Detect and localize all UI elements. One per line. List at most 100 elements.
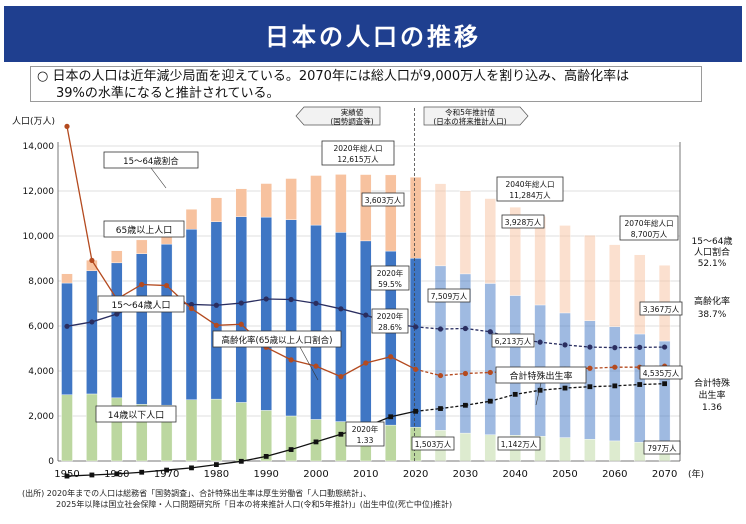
point-tfr-2055 (587, 365, 593, 371)
bar-work-1955 (86, 270, 98, 395)
x-tick-2040: 2040 (502, 469, 527, 480)
point-tfr-1950 (64, 123, 70, 129)
point-tfr-2035 (487, 369, 493, 376)
point-tfr-1980 (213, 322, 219, 328)
right-aging-line1: 高齢化率 (694, 295, 730, 307)
bar-young-2050 (559, 437, 571, 462)
x-axis-unit: (年) (688, 468, 704, 480)
bar-work-1970 (160, 243, 173, 406)
x-tick-2030: 2030 (453, 469, 478, 480)
point-aging-2070 (662, 381, 667, 387)
summary-line-2: 39%の水準になると推計されている。 (37, 85, 695, 102)
point-pct15-2020 (413, 324, 419, 330)
bar-young-1985 (235, 402, 248, 462)
point-aging-1995 (288, 447, 294, 452)
point-pct15-2030 (462, 325, 468, 332)
point-aging-2065 (637, 382, 643, 387)
legend-work: 15～64歳人口 (112, 299, 171, 311)
point-aging-2000 (313, 439, 319, 445)
point-pct15-2000 (313, 300, 319, 306)
point-aging-2015 (388, 414, 394, 420)
point-aging-2040 (512, 391, 518, 397)
bar-young-1990 (260, 410, 272, 462)
bar-old-2000 (310, 175, 322, 226)
bar-work-2065 (634, 333, 646, 443)
y-tick-10,000: 10,000 (23, 232, 55, 242)
legend-pct15: 15～64歳割合 (123, 156, 179, 167)
bar-work-1965 (135, 253, 148, 405)
point-pct15-1985 (238, 300, 244, 306)
bar-young-1995 (285, 415, 297, 462)
young2020-label: 1,503万人 (415, 440, 452, 449)
point-aging-2055 (587, 384, 593, 390)
y-tick-14,000: 14,000 (23, 142, 55, 152)
point-pct15-1955 (89, 319, 95, 325)
bar-old-2065 (634, 254, 646, 335)
pct15-2020-box (370, 265, 410, 291)
point-aging-2060 (612, 383, 618, 389)
bar-work-1980 (210, 221, 223, 400)
point-tfr-1985 (238, 321, 244, 327)
bar-work-2005 (335, 232, 347, 422)
bar-old-1985 (235, 188, 248, 217)
bar-old-2005 (335, 174, 347, 233)
point-aging-2050 (562, 385, 568, 391)
point-tfr-1970 (164, 282, 170, 289)
right-pct15-line1: 15～64歳 (692, 235, 733, 247)
total2040-line2: 11,284万人 (509, 191, 551, 200)
bar-young-1955 (86, 393, 98, 462)
title-banner: 日本の人口の推移 (4, 6, 742, 62)
point-pct15-1950 (64, 323, 70, 329)
footnote-line-2: 2025年以降は国立社会保障・人口問題研究所「日本の将来推計人口(令和5年推計)… (56, 500, 453, 509)
bar-work-2040 (509, 295, 521, 436)
bar-young-1975 (185, 399, 198, 462)
bar-old-2050 (559, 225, 571, 314)
bar-work-2020 (409, 258, 422, 428)
bar-work-1950 (61, 282, 73, 395)
right-pct15-line2: 人口割合 (694, 246, 730, 258)
legend-pct15-leader (150, 167, 167, 189)
bar-young-2035 (484, 434, 496, 462)
tfr2020-line2: 1.33 (357, 436, 374, 445)
point-pct15-2055 (587, 344, 593, 350)
point-aging-2045 (537, 387, 543, 393)
total2070-line1: 2070年総人口 (624, 218, 673, 228)
point-pct15-1990 (263, 296, 269, 302)
point-pct15-2035 (487, 329, 493, 335)
summary-text-2: 39%の水準になると推計されている。 (56, 86, 280, 101)
point-aging-1950 (64, 473, 70, 479)
point-pct15-1975 (188, 301, 195, 308)
region-projection-arrow (423, 106, 529, 126)
bar-old-2025 (434, 183, 447, 267)
y-tick-6,000: 6,000 (28, 322, 54, 332)
bar-old-2030 (459, 190, 472, 275)
x-tick-2000: 2000 (303, 469, 328, 480)
total2020-line1: 2020年総人口 (333, 143, 382, 153)
legend-box-work (97, 295, 185, 313)
aging2020-line1: 2020年 (377, 311, 404, 321)
right-tfr-line3: 1.36 (702, 403, 722, 413)
aging2020-line2: 28.6% (378, 323, 402, 332)
point-tfr-2060 (612, 364, 618, 370)
bar-old-2020 (409, 176, 422, 259)
legend-box-aging (212, 330, 342, 348)
y-tick-0: 0 (48, 457, 54, 467)
work2020-label: 7,509万人 (431, 292, 468, 301)
pct15-2020-line1: 2020年 (377, 268, 404, 278)
point-tfr-2025 (437, 372, 444, 379)
point-pct15-2050 (562, 342, 568, 348)
legend-young: 14歳以下人口 (108, 409, 164, 421)
bar-old-1950 (61, 273, 73, 284)
region-actual-line2: (国勢調査等) (330, 116, 373, 126)
x-tick-2070: 2070 (652, 469, 677, 480)
bar-work-1975 (185, 228, 198, 400)
point-aging-2025 (438, 406, 443, 411)
old2020-box (361, 192, 405, 207)
bar-old-1965 (135, 239, 148, 254)
y-tick-2,000: 2,000 (28, 412, 54, 422)
y-tick-8,000: 8,000 (28, 277, 54, 287)
population-chart: 0 2,000 4,000 6,000 8,000 10,000 12,000 14,000 人… (12, 106, 733, 480)
point-pct15-2065 (637, 344, 643, 350)
footnote-line-1: (出所) 2020年までの人口は総務省「国勢調査」、合計特殊出生率は厚生労働省「… (22, 489, 372, 498)
page-title: 日本の人口の推移 (265, 22, 481, 51)
